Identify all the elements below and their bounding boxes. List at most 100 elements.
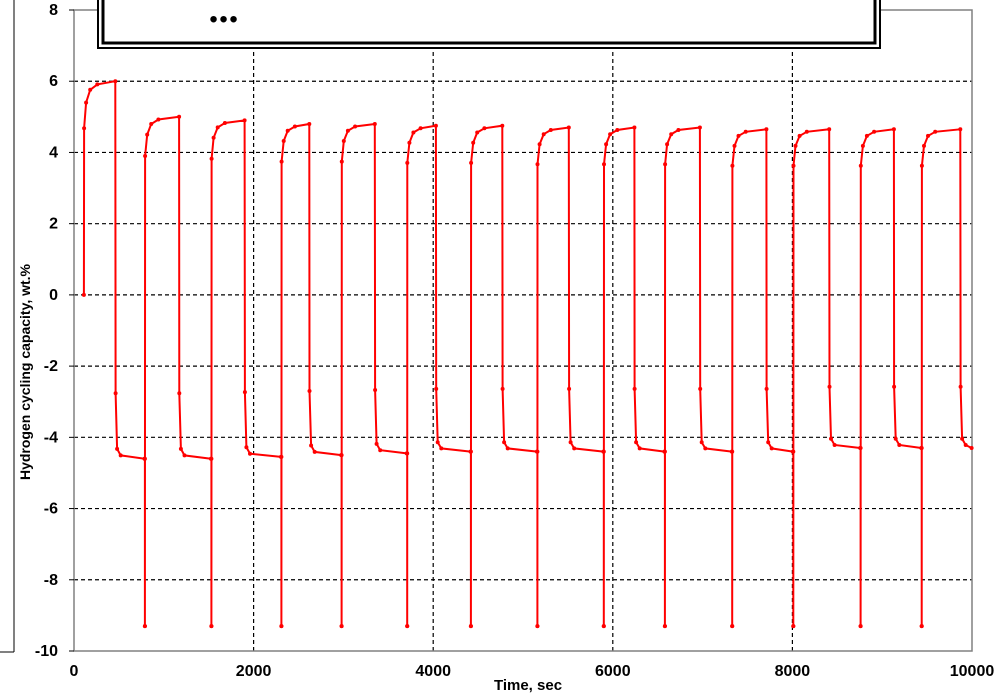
- data-point: [378, 448, 383, 453]
- data-point: [502, 440, 507, 445]
- data-point: [615, 128, 620, 132]
- data-point: [804, 129, 809, 134]
- y-tick-label: -4: [44, 429, 58, 446]
- y-tick-label: -2: [44, 358, 58, 375]
- data-point: [339, 624, 344, 629]
- data-point: [919, 624, 924, 629]
- data-point: [469, 160, 474, 165]
- data-point: [222, 121, 227, 125]
- data-point: [662, 449, 667, 454]
- data-point: [969, 446, 974, 450]
- data-point: [500, 123, 505, 128]
- data-point: [919, 163, 924, 168]
- data-point: [118, 453, 123, 458]
- data-point: [601, 624, 606, 629]
- data-point: [926, 133, 930, 138]
- data-point: [791, 449, 796, 454]
- data-point: [535, 162, 540, 167]
- data-point: [769, 446, 774, 451]
- data-point: [797, 133, 802, 138]
- data-point: [142, 456, 147, 461]
- y-tick-label: 0: [49, 287, 58, 304]
- data-point: [405, 451, 410, 456]
- y-tick-label: -6: [44, 501, 58, 518]
- x-tick-label: 10000: [950, 663, 995, 680]
- data-point: [439, 446, 444, 451]
- data-point: [279, 454, 284, 459]
- x-tick-label: 2000: [236, 663, 272, 680]
- data-point: [242, 118, 247, 123]
- series-line: [81, 79, 974, 629]
- data-point: [922, 143, 926, 148]
- y-tick-label: 6: [49, 73, 58, 90]
- data-point: [891, 127, 896, 132]
- data-point: [482, 126, 487, 131]
- data-point: [215, 125, 220, 130]
- data-point: [669, 132, 674, 137]
- data-point: [242, 390, 247, 395]
- data-point: [353, 124, 358, 129]
- data-point: [698, 386, 703, 391]
- data-point: [182, 453, 187, 458]
- data-point: [608, 132, 613, 137]
- data-point: [960, 436, 965, 441]
- tick-labels: -10 -8 -6 -4 -2 0 2 4 6 8 0 2000 4000 6000 8000 10000: [35, 2, 994, 680]
- data-point: [537, 142, 542, 147]
- data-point: [84, 100, 89, 105]
- data-point: [177, 391, 182, 396]
- data-point: [860, 143, 865, 148]
- data-point: [730, 624, 735, 629]
- data-point: [115, 446, 120, 451]
- data-point: [634, 440, 639, 445]
- data-point: [535, 449, 540, 454]
- header-box: ...: [97, 0, 881, 49]
- data-point: [663, 162, 668, 167]
- data-point: [732, 143, 737, 148]
- data-point: [411, 130, 416, 135]
- data-point: [81, 292, 86, 297]
- y-tick-label: 8: [49, 2, 58, 19]
- data-point: [602, 162, 606, 167]
- data-point: [374, 441, 379, 446]
- data-point: [405, 624, 410, 629]
- data-point: [791, 163, 796, 168]
- data-point: [434, 386, 439, 391]
- data-point: [632, 386, 637, 391]
- data-point: [548, 128, 553, 132]
- data-point: [766, 440, 771, 445]
- data-point: [345, 128, 350, 133]
- data-point: [279, 159, 284, 164]
- x-tick-label: 6000: [595, 663, 631, 680]
- data-point: [703, 446, 708, 451]
- data-point: [95, 82, 100, 87]
- data-point: [475, 130, 480, 135]
- data-point: [827, 384, 832, 389]
- data-point: [963, 443, 968, 447]
- data-point: [178, 446, 183, 451]
- data-point: [418, 126, 423, 131]
- data-point: [864, 133, 869, 138]
- data-point: [177, 114, 182, 119]
- data-point: [632, 125, 637, 130]
- header-box-text: ...: [210, 0, 240, 31]
- data-point: [209, 156, 214, 161]
- data-point: [566, 125, 571, 130]
- x-tick-label: 0: [70, 663, 79, 680]
- data-point: [405, 160, 410, 165]
- data-point: [279, 624, 284, 629]
- data-point: [209, 456, 214, 461]
- data-point: [958, 384, 963, 389]
- data-point: [471, 140, 476, 145]
- data-point: [832, 443, 837, 447]
- data-point: [829, 436, 833, 441]
- data-point: [209, 624, 214, 629]
- data-point: [567, 386, 572, 391]
- data-point: [892, 384, 897, 389]
- data-point: [248, 451, 252, 456]
- data-point: [958, 127, 963, 132]
- data-point: [827, 127, 832, 132]
- data-point: [572, 446, 577, 451]
- data-point: [145, 132, 150, 137]
- data-point: [858, 163, 863, 168]
